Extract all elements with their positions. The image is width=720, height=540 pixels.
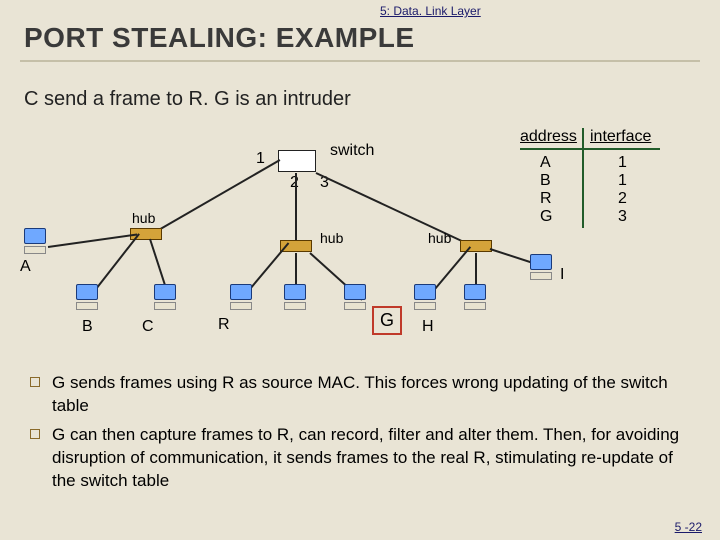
pc-mid2: [464, 284, 490, 314]
table-cell: R: [540, 190, 552, 208]
pc-I: [530, 254, 556, 284]
slide-number: 5 -22: [675, 520, 702, 534]
switch-label: switch: [330, 142, 374, 160]
pc-G-label: G: [372, 306, 402, 335]
table-cell: 1: [618, 172, 627, 190]
table-cell: 1: [618, 154, 627, 172]
pc-A: [24, 228, 50, 258]
table-cell: A: [540, 154, 551, 172]
pc-R-label: R: [218, 316, 230, 334]
port1-label: 1: [256, 150, 265, 168]
pc-I-label: I: [560, 266, 564, 284]
chapter-link: 5: Data. Link Layer: [380, 4, 481, 18]
title-divider: [20, 60, 700, 62]
table-cell: 2: [618, 190, 627, 208]
pc-H-label: H: [422, 318, 434, 336]
bullet-icon: [30, 377, 40, 387]
list-item: G sends frames using R as source MAC. Th…: [30, 372, 680, 418]
list-item: G can then capture frames to R, can reco…: [30, 424, 680, 493]
table-hline: [520, 148, 660, 150]
table-vline: [582, 128, 584, 228]
pc-A-label: A: [20, 258, 31, 276]
pc-R: [230, 284, 256, 314]
table-header-address: address: [520, 128, 577, 146]
link-hub2-R: [249, 242, 289, 289]
pc-G: [344, 284, 370, 314]
scenario-text: C send a frame to R. G is an intruder: [24, 88, 351, 111]
pc-B: [76, 284, 102, 314]
bullet-text: G can then capture frames to R, can reco…: [52, 424, 680, 493]
pc-C: [154, 284, 180, 314]
link-switch-hub2: [295, 173, 297, 243]
link-switch-hub1: [150, 159, 281, 236]
pc-C-label: C: [142, 318, 154, 336]
page-title: PORT STEALING: EXAMPLE: [24, 22, 415, 54]
explanation-list: G sends frames using R as source MAC. Th…: [30, 372, 680, 499]
table-cell: B: [540, 172, 551, 190]
switch-icon: [278, 150, 316, 172]
link-hub1-A: [48, 233, 137, 248]
pc-B-label: B: [82, 318, 93, 336]
pc-H: [414, 284, 440, 314]
network-diagram: switch 1 2 3 hub hub hub A B C R G H I a…: [20, 128, 700, 348]
hub3-label: hub: [428, 230, 451, 246]
hub1-label: hub: [132, 210, 155, 226]
link-hub1-B: [95, 233, 140, 289]
bullet-text: G sends frames using R as source MAC. Th…: [52, 372, 680, 418]
table-cell: G: [540, 208, 552, 226]
table-header-interface: interface: [590, 128, 651, 146]
hub2-label: hub: [320, 230, 343, 246]
table-cell: 3: [618, 208, 627, 226]
bullet-icon: [30, 429, 40, 439]
pc-mid1: [284, 284, 310, 314]
